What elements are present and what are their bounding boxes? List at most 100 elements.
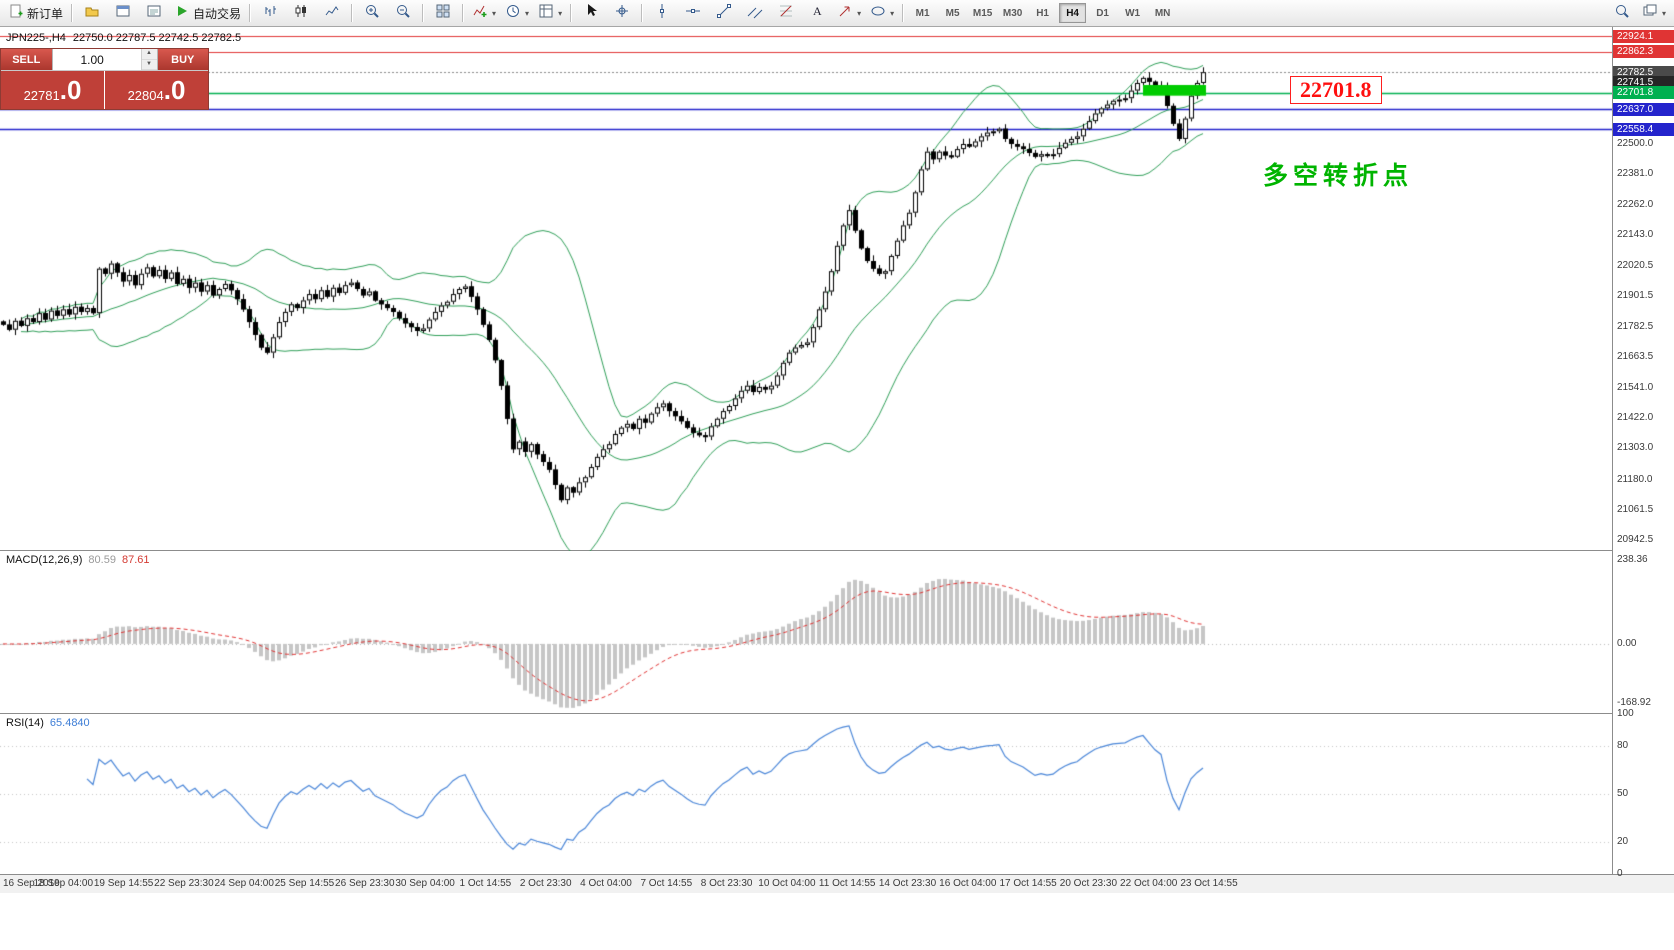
time-label: 25 Sep 14:55 xyxy=(274,878,335,889)
dropdown-caret-icon: ▾ xyxy=(857,8,862,18)
line-chart-icon xyxy=(324,3,340,24)
toolbar-separator xyxy=(71,4,74,22)
search-button[interactable] xyxy=(1607,1,1637,25)
toolbar-separator xyxy=(641,4,644,22)
market-watch-button[interactable] xyxy=(108,1,138,25)
fibonacci-button[interactable] xyxy=(771,1,801,25)
price-axis[interactable]: 22500.0 22381.0 22262.0 22143.0 22020.5 21901… xyxy=(1612,27,1674,879)
volume-input[interactable] xyxy=(52,49,141,70)
volume-decrease-button[interactable]: ▼ xyxy=(141,59,157,70)
shapes-icon xyxy=(870,3,886,24)
time-label: 22 Sep 23:30 xyxy=(154,878,214,889)
text-button[interactable]: A xyxy=(802,1,832,25)
profiles-icon xyxy=(84,3,100,24)
fibonacci-icon xyxy=(778,3,794,24)
time-label: 30 Sep 04:00 xyxy=(395,878,455,889)
sell-price-display[interactable]: 22781.0 xyxy=(1,71,104,109)
search-icon xyxy=(1614,3,1630,24)
bar-chart-button[interactable] xyxy=(255,1,285,25)
crosshair-button[interactable] xyxy=(607,1,637,25)
sell-button[interactable]: SELL xyxy=(1,49,52,70)
time-label: 16 Oct 04:00 xyxy=(939,878,997,889)
horizontal-line-button[interactable] xyxy=(678,1,708,25)
price-tick: 21180.0 xyxy=(1617,473,1653,485)
data-window-icon xyxy=(146,3,162,24)
macd-canvas[interactable] xyxy=(0,551,1612,714)
timeframe-h4[interactable]: H4 xyxy=(1059,3,1087,23)
timeframe-m30[interactable]: M30 xyxy=(1002,7,1023,19)
price-tick: 22143.0 xyxy=(1617,228,1654,240)
timeframe-m1[interactable]: M1 xyxy=(915,7,930,19)
rsi-canvas[interactable] xyxy=(0,714,1612,874)
timeframe-mn[interactable]: MN xyxy=(1154,7,1171,19)
dropdown-caret-icon: ▾ xyxy=(890,8,895,18)
zoom-out-icon xyxy=(395,3,411,24)
sell-price-main: 22781 xyxy=(23,87,60,103)
horizontal-line-icon xyxy=(685,3,701,24)
price-tag: 22558.4 xyxy=(1613,122,1674,136)
timeframe-w1[interactable]: W1 xyxy=(1125,7,1141,19)
zoom-in-button[interactable] xyxy=(357,1,387,25)
new-window-button[interactable]: ▾ xyxy=(1638,1,1670,25)
cursor-icon xyxy=(583,3,599,24)
periods-button[interactable]: ▾ xyxy=(501,1,533,25)
macd-tick: -168.92 xyxy=(1617,697,1651,709)
line-chart-button[interactable] xyxy=(317,1,347,25)
price-tag: 22637.0 xyxy=(1613,102,1674,116)
time-axis[interactable]: 16 Sep 2019 18 Sep 04:00 19 Sep 14:55 22 Se… xyxy=(0,874,1674,893)
candlestick-chart-button[interactable] xyxy=(286,1,316,25)
dropdown-caret-icon: ▾ xyxy=(492,8,497,18)
price-tag: 22741.5 xyxy=(1613,76,1674,90)
data-window-button[interactable] xyxy=(139,1,169,25)
svg-text:A: A xyxy=(813,4,822,18)
macd-label: MACD(12,26,9) 80.59 87.61 xyxy=(6,554,149,566)
arrows-button[interactable]: ▾ xyxy=(833,1,865,25)
market-watch-icon xyxy=(115,3,131,24)
shapes-button[interactable]: ▾ xyxy=(866,1,898,25)
autotrading-button[interactable]: 自动交易 xyxy=(170,1,245,25)
equidistant-channel-button[interactable] xyxy=(740,1,770,25)
profiles-button[interactable] xyxy=(77,1,107,25)
rsi-name: RSI(14) xyxy=(6,717,44,729)
vertical-line-icon xyxy=(654,3,670,24)
dropdown-caret-icon: ▾ xyxy=(525,8,530,18)
price-tick: 21541.0 xyxy=(1617,381,1654,393)
indicators-button[interactable]: ▾ xyxy=(468,1,500,25)
cursor-button[interactable] xyxy=(576,1,606,25)
zoom-out-button[interactable] xyxy=(388,1,418,25)
price-tick: 21663.5 xyxy=(1617,350,1654,362)
symbol-period-label: JPN225-,H4 xyxy=(6,32,66,44)
buy-button[interactable]: BUY xyxy=(157,49,208,70)
new-order-button[interactable]: 新订单 xyxy=(4,1,67,25)
volume-field: ▲ ▼ xyxy=(51,49,158,70)
toolbar-separator xyxy=(422,4,425,22)
bar-chart-icon xyxy=(262,3,278,24)
main-chart-canvas[interactable] xyxy=(0,27,1612,551)
time-label: 14 Oct 23:30 xyxy=(878,878,937,889)
macd-value-signal: 87.61 xyxy=(121,554,150,566)
timeframe-m5[interactable]: M5 xyxy=(945,7,960,19)
price-tick: 21782.5 xyxy=(1617,320,1654,332)
timeframe-m15[interactable]: M15 xyxy=(972,7,993,19)
volume-increase-button[interactable]: ▲ xyxy=(141,49,157,60)
trendline-icon xyxy=(716,3,732,24)
buy-price-main: 22804 xyxy=(127,87,164,103)
macd-value-main: 80.59 xyxy=(88,554,116,566)
time-label: 24 Sep 04:00 xyxy=(214,878,274,889)
trendline-button[interactable] xyxy=(709,1,739,25)
dropdown-caret-icon: ▾ xyxy=(558,8,563,18)
timeframe-d1[interactable]: D1 xyxy=(1096,7,1109,19)
new-order-icon xyxy=(8,3,24,24)
vertical-line-button[interactable] xyxy=(647,1,677,25)
price-level-callout: 22701.8 xyxy=(1290,76,1382,104)
text-icon: A xyxy=(809,3,825,24)
timeframe-h1[interactable]: H1 xyxy=(1036,7,1049,19)
periods-icon xyxy=(505,3,521,24)
buy-price-display[interactable]: 22804.0 xyxy=(105,71,208,109)
tile-windows-button[interactable] xyxy=(428,1,458,25)
rsi-pane: RSI(14) 65.4840 xyxy=(0,714,1612,874)
arrows-icon xyxy=(837,3,853,24)
time-label: 10 Oct 04:00 xyxy=(758,878,816,889)
main-chart-pane: JPN225-,H4 22750.0 22787.5 22742.5 22782… xyxy=(0,27,1612,551)
templates-button[interactable]: ▾ xyxy=(534,1,566,25)
